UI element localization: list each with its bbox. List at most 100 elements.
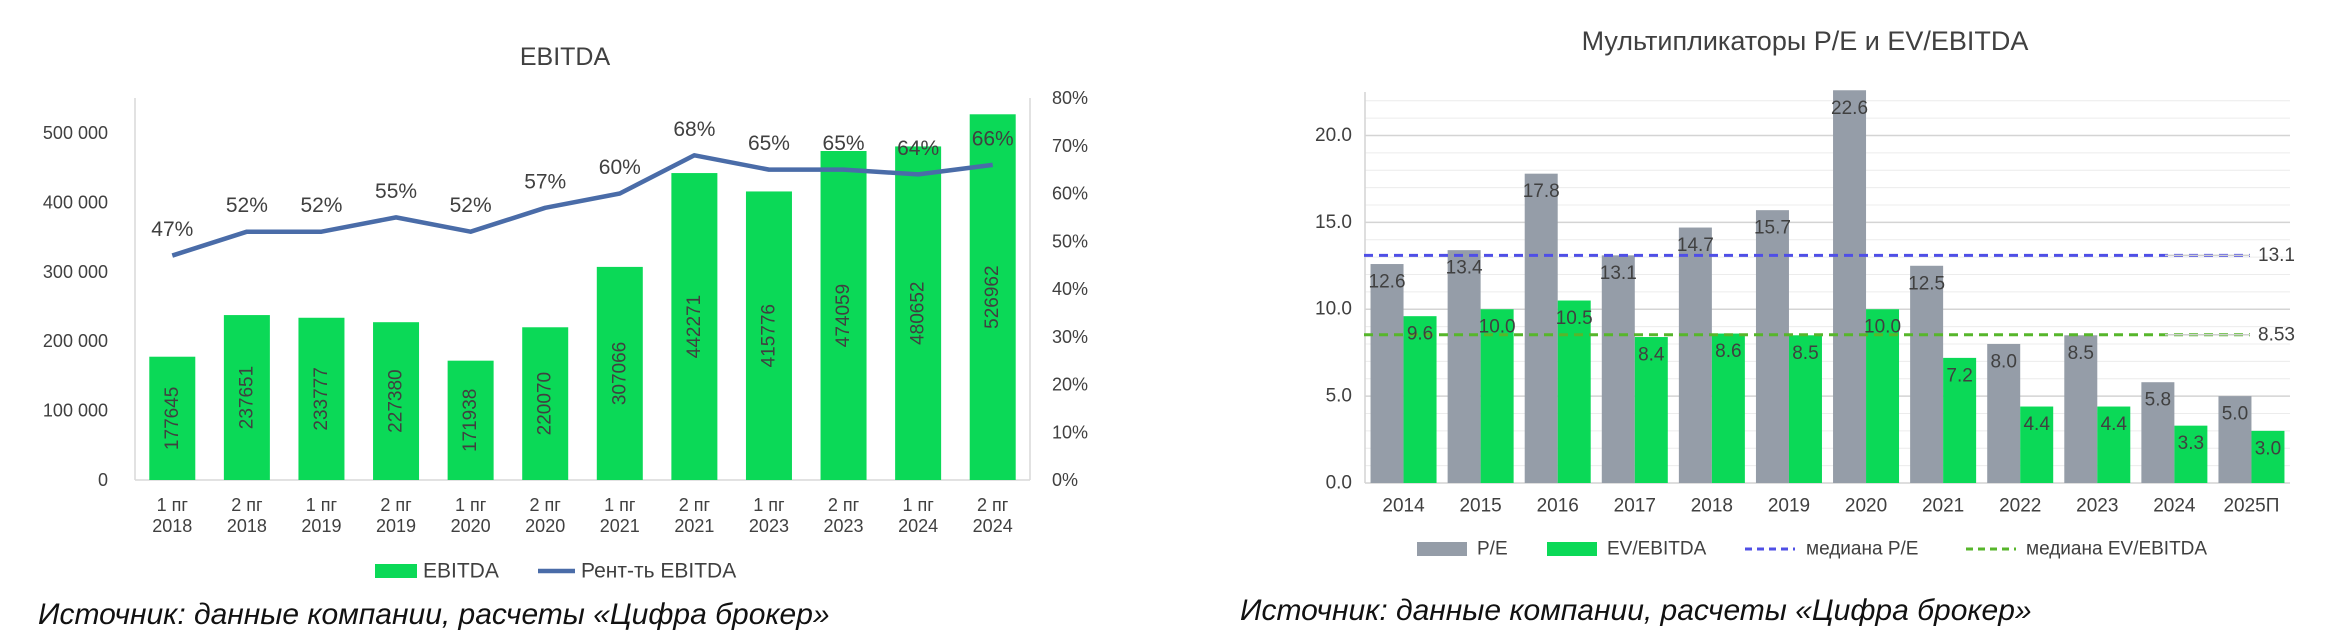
chart2-bar-label-ev: 3.0 (2255, 438, 2281, 459)
chart2-bar-pe (2064, 335, 2098, 483)
chart1-y2-tick-label: 50% (1052, 231, 1088, 251)
chart2-median-pe-label: 13.1 (2258, 245, 2295, 266)
chart2-bar-label-ev: 8.4 (1638, 345, 1665, 366)
chart2-bar-ev (1480, 309, 1514, 483)
chart2-bar-label-pe: 12.6 (1369, 272, 1406, 293)
chart1-y2-tick-label: 70% (1052, 136, 1088, 156)
chart2-x-tick-label: 2024 (2153, 496, 2196, 517)
chart2-bar-label-pe: 5.8 (2145, 390, 2171, 411)
chart2-bar-pe (1987, 343, 2021, 483)
chart2-title: Мультипликаторы P/E и EV/EBITDA (1582, 26, 2029, 56)
chart2-legend-swatch-pe (1417, 542, 1467, 556)
chart2-bar-label-pe: 22.6 (1831, 98, 1868, 119)
chart1-x-tick-label: 2021 (674, 516, 714, 536)
chart1-bar-ebitda (149, 356, 196, 480)
chart1-x-tick-label: 2 пг (231, 495, 263, 515)
chart2-bar-ev (2251, 430, 2285, 483)
chart1-line-label: 65% (748, 132, 790, 155)
chart1-bar-ebitda (223, 315, 270, 480)
chart1-line-label: 47% (151, 218, 193, 241)
chart1-y2-tick-label: 40% (1052, 279, 1088, 299)
chart1-x-tick-label: 2019 (376, 516, 416, 536)
chart1-line-rentability (171, 153, 993, 258)
source-note-right: Источник: данные компании, расчеты «Цифр… (1240, 594, 2032, 627)
chart1-line-label: 52% (226, 194, 268, 217)
chart1-y2-tick-label: 10% (1052, 422, 1088, 442)
chart2-bar-ev (2020, 406, 2054, 483)
chart1-x-tick-label: 2020 (525, 516, 565, 536)
chart1-bar-label: 177645 (162, 387, 183, 450)
chart2-bar-label-ev: 4.4 (2023, 414, 2050, 435)
chart1-x-tick-label: 2 пг (828, 495, 860, 515)
chart1-x-tick-label: 1 пг (306, 495, 338, 515)
chart2-bar-pe (1678, 227, 1712, 483)
chart2-x-tick-label: 2016 (1537, 496, 1579, 517)
chart1-x-tick-label: 2023 (749, 516, 789, 536)
chart1-y-tick-label: 0 (98, 470, 108, 490)
chart1-line-label: 65% (823, 132, 865, 155)
chart1-y-tick-label: 400 000 (43, 192, 108, 212)
chart1-bar-ebitda (522, 327, 569, 480)
chart2-bar-ev (1943, 357, 1977, 483)
chart2-legend-label-pe: P/E (1477, 539, 1508, 560)
chart2-bar-ev (1788, 335, 1822, 483)
chart1-x-tick-label: 2018 (227, 516, 267, 536)
chart2-y-tick-label: 20.0 (1315, 125, 1352, 146)
chart1-x-tick-label: 2 пг (530, 495, 562, 515)
chart2-bar-pe (2218, 396, 2252, 483)
chart2-bar-label-ev: 3.3 (2178, 433, 2204, 454)
chart1-bar-ebitda (447, 360, 494, 480)
chart1-bar-ebitda (745, 191, 792, 480)
chart2-bar-label-ev: 9.6 (1407, 324, 1433, 345)
chart1-line-label: 52% (300, 194, 342, 217)
chart2-x-tick-label: 2023 (2076, 496, 2118, 517)
chart2-x-tick-label: 2021 (1922, 496, 1964, 517)
chart2-y-tick-label: 10.0 (1315, 299, 1352, 320)
chart2-bar-ev (2097, 406, 2131, 483)
chart2-bar-label-pe: 12.5 (1908, 273, 1945, 294)
chart2-bar-ev (1403, 316, 1437, 483)
chart1-y-tick-label: 300 000 (43, 262, 108, 282)
chart1-y2-tick-label: 30% (1052, 327, 1088, 347)
chart1-bar-ebitda (820, 151, 867, 480)
chart1-x-tick-label: 2 пг (977, 495, 1009, 515)
chart1-x-tick-label: 2 пг (380, 495, 412, 515)
chart1-line-label: 66% (972, 127, 1014, 150)
chart1-line-label: 68% (673, 118, 715, 141)
chart1-bar-label: 227380 (386, 369, 407, 432)
chart1-title: EBITDA (520, 43, 611, 71)
chart1-legend-swatch-ebitda (375, 564, 417, 578)
chart2-bar-label-pe: 17.8 (1523, 181, 1560, 202)
chart1-bar-ebitda (895, 146, 942, 481)
chart2-bar-ev (1557, 300, 1591, 483)
chart1-y2-tick-label: 0% (1052, 470, 1078, 490)
chart1-line-label: 60% (599, 156, 641, 179)
chart1-bar-label: 171938 (460, 389, 481, 452)
chart1-bar-label: 474059 (833, 284, 854, 347)
chart2-y-tick-label: 0.0 (1326, 473, 1352, 494)
chart1-bar-ebitda (298, 317, 345, 480)
source-note-left: Источник: данные компании, расчеты «Цифр… (38, 598, 830, 631)
chart1-bar-label: 307066 (609, 342, 630, 405)
chart2-bar-pe (1755, 210, 1789, 483)
chart1-x-tick-label: 2020 (451, 516, 491, 536)
chart2-bar-label-ev: 8.5 (1792, 343, 1818, 364)
chart2-bar-ev (1711, 333, 1745, 483)
chart1-bar-ebitda (596, 266, 643, 480)
chart1-bar-label: 526962 (982, 265, 1003, 328)
chart1-y2-tick-label: 60% (1052, 184, 1088, 204)
chart1-x-tick-label: 2024 (973, 516, 1013, 536)
chart2-bar-pe (1370, 264, 1404, 483)
chart1-y-tick-label: 500 000 (43, 123, 108, 143)
chart1-x-tick-label: 1 пг (455, 495, 487, 515)
chart2-x-tick-label: 2022 (1999, 496, 2041, 517)
chart1-x-tick-label: 2018 (152, 516, 192, 536)
chart2-bar-label-pe: 15.7 (1754, 218, 1791, 239)
chart2-bar-ev (1634, 337, 1668, 483)
chart1-x-tick-label: 1 пг (604, 495, 636, 515)
chart2-bar-pe (1910, 265, 1944, 483)
chart2-legend-swatch-ev (1547, 542, 1597, 556)
chart1-bar-label: 233777 (311, 367, 332, 430)
chart2-bar-ev (2174, 425, 2208, 483)
chart1-bar-ebitda (373, 322, 420, 480)
